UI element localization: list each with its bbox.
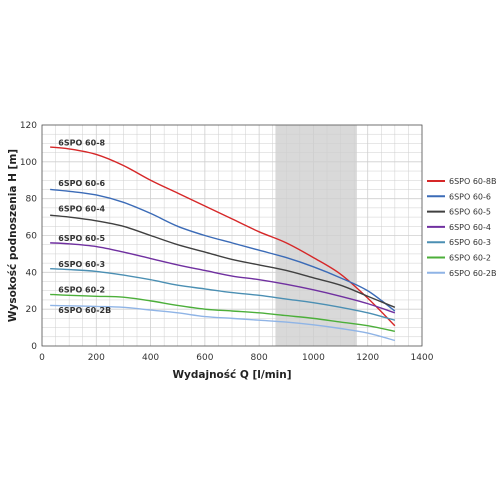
legend-entry-5: 6SPO 60-2 [449, 254, 491, 263]
x-tick-label: 1200 [356, 353, 379, 363]
series-label-6: 6SPO 60-2B [58, 306, 111, 315]
legend-entry-3: 6SPO 60-4 [449, 223, 491, 232]
y-tick-label: 20 [26, 305, 38, 315]
series-label-4: 6SPO 60-3 [58, 260, 105, 269]
legend-entry-1: 6SPO 60-6 [449, 192, 491, 201]
x-axis-title: Wydajność Q [l/min] [172, 369, 291, 381]
x-tick-label: 0 [39, 353, 45, 363]
y-tick-label: 80 [26, 195, 38, 205]
x-tick-label: 1400 [411, 353, 434, 363]
legend: 6SPO 60-8B 6SPO 60-6 6SPO 60-5 6SPO 60-4 6SP… [427, 177, 496, 278]
x-tick-label: 800 [251, 353, 268, 363]
y-axis-title: Wysokość podnoszenia H [m] [7, 149, 19, 322]
y-tick-label: 60 [26, 232, 38, 242]
series-label-1: 6SPO 60-6 [58, 179, 105, 188]
y-tick-label: 0 [31, 342, 37, 352]
y-tick-label: 40 [26, 268, 38, 278]
x-tick-label: 1000 [302, 353, 325, 363]
series-label-0: 6SPO 60-8 [58, 138, 105, 147]
legend-entry-2: 6SPO 60-5 [449, 208, 491, 217]
legend-entry-6: 6SPO 60-2B [449, 269, 496, 278]
legend-entry-0: 6SPO 60-8B [449, 177, 496, 186]
y-tick-label: 100 [20, 158, 37, 168]
x-tick-label: 400 [142, 353, 159, 363]
series-label-2: 6SPO 60-4 [58, 205, 105, 214]
legend-entry-4: 6SPO 60-3 [449, 238, 491, 247]
series-label-5: 6SPO 60-2 [58, 286, 105, 295]
y-tick-label: 120 [20, 121, 37, 131]
x-tick-label: 200 [88, 353, 105, 363]
x-tick-label: 600 [196, 353, 213, 363]
series-label-3: 6SPO 60-5 [58, 234, 105, 243]
series-label-layer: 6SPO 60-8 6SPO 60-6 6SPO 60-4 6SPO 60-5 6SPO… [58, 138, 111, 315]
